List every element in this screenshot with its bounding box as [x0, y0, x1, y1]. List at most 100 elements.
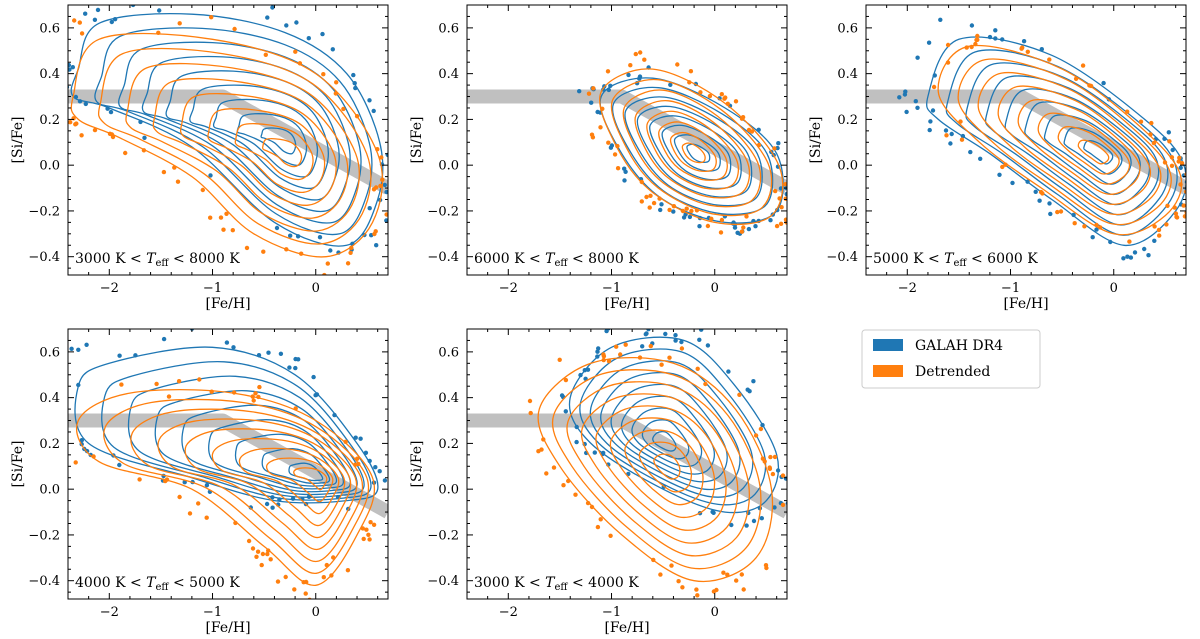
scatter-point: [46, 95, 50, 99]
contour-line: [566, 381, 750, 557]
scatter-point: [317, 235, 323, 240]
scatter-point: [261, 249, 266, 254]
scatter-point: [774, 223, 780, 229]
scatter-point: [1033, 189, 1038, 194]
scatter-point: [725, 101, 730, 107]
y-tick-label: 0.6: [837, 21, 858, 36]
y-axis-label: [Si/Fe]: [808, 117, 824, 164]
contour-line: [658, 121, 728, 181]
scatter-point: [254, 554, 259, 559]
scatter-point: [780, 473, 786, 478]
y-tick-label: 0.4: [438, 391, 459, 406]
contour-line: [97, 47, 372, 245]
scatter-point: [671, 204, 677, 209]
y-axis-label: [Si/Fe]: [10, 441, 26, 488]
scatter-point: [606, 140, 611, 145]
scatter-point: [293, 49, 298, 54]
contour-line: [212, 98, 319, 178]
contour-line: [945, 49, 1178, 236]
contour-line: [599, 68, 784, 226]
scatter-point: [1108, 239, 1113, 245]
scatter-point: [156, 30, 161, 35]
scatter-point: [651, 557, 656, 563]
scatter-point: [1157, 233, 1162, 238]
scatter-point: [55, 427, 59, 431]
x-axis-label: [Fe/H]: [1003, 296, 1048, 312]
scatter-point: [787, 485, 791, 489]
y-tick-label: 0.6: [39, 21, 60, 36]
scatter-point: [753, 433, 759, 438]
contour-line: [997, 85, 1152, 206]
scatter-point: [756, 142, 762, 148]
scatter-point: [266, 350, 271, 355]
axes-frame: [466, 4, 788, 276]
scatter-point: [1167, 139, 1172, 144]
scatter-point: [367, 537, 372, 542]
scatter-point: [1088, 83, 1094, 89]
contour-line: [957, 58, 1172, 226]
scatter-point: [355, 456, 360, 461]
y-tick-label: 0.2: [438, 113, 459, 128]
scatter-point: [329, 573, 334, 578]
contour-line: [293, 467, 328, 491]
scatter-point: [668, 82, 673, 88]
scatter-point: [598, 517, 603, 522]
scatter-point: [792, 450, 796, 454]
scatter-point: [541, 437, 546, 442]
scatter-point: [257, 384, 262, 390]
scatter-point: [353, 85, 358, 91]
scatter-point: [301, 580, 306, 585]
scatter-point: [322, 272, 327, 275]
scatter-point: [714, 587, 719, 593]
scatter-point: [663, 331, 668, 337]
scatter-point: [741, 225, 746, 230]
scatter-point: [591, 86, 596, 91]
scatter-point: [278, 351, 284, 356]
scatter-point: [328, 248, 333, 253]
scatter-point: [783, 217, 787, 222]
scatter-point: [196, 501, 201, 506]
scatter-point: [69, 346, 74, 351]
scatter-point: [679, 339, 684, 345]
scatter-point: [959, 137, 965, 142]
scatter-point: [345, 261, 351, 266]
scatter-point: [321, 575, 326, 580]
scatter-point: [77, 20, 83, 25]
scatter-point: [563, 409, 568, 414]
scatter-point: [595, 354, 600, 359]
scatter-point: [1048, 211, 1053, 217]
scatter-point: [231, 390, 237, 395]
scatter-point: [958, 119, 963, 124]
scatter-point: [74, 121, 79, 126]
y-tick-label: 0.0: [39, 483, 60, 498]
plot-area: [46, 5, 388, 275]
scatter-point: [676, 579, 681, 584]
legend-swatch-detrended: [873, 365, 903, 377]
series-detrended: [68, 15, 388, 275]
scatter-point: [373, 465, 378, 470]
scatter-point: [251, 398, 256, 403]
y-tick-label: 0.4: [837, 67, 858, 82]
scatter-point: [768, 218, 773, 223]
scatter-point: [589, 504, 595, 510]
scatter-point: [68, 67, 72, 72]
scatter-point: [320, 31, 325, 37]
scatter-point: [684, 206, 689, 211]
scatter-point: [648, 193, 653, 198]
scatter-point: [1165, 203, 1170, 208]
scatter-point: [76, 382, 81, 388]
scatter-point: [681, 215, 687, 220]
x-tick-label: −1: [602, 281, 621, 296]
scatter-point: [927, 127, 932, 133]
scatter-point: [352, 81, 357, 86]
scatter-point: [1047, 57, 1052, 62]
scatter-point: [76, 347, 81, 352]
scatter-point: [187, 511, 193, 516]
scatter-point: [1181, 203, 1186, 208]
scatter-point: [764, 565, 769, 571]
contour-line: [152, 77, 349, 219]
scatter-point: [77, 99, 83, 104]
scatter-point: [756, 127, 761, 132]
scatter-point: [1152, 238, 1157, 243]
scatter-point: [130, 5, 136, 8]
